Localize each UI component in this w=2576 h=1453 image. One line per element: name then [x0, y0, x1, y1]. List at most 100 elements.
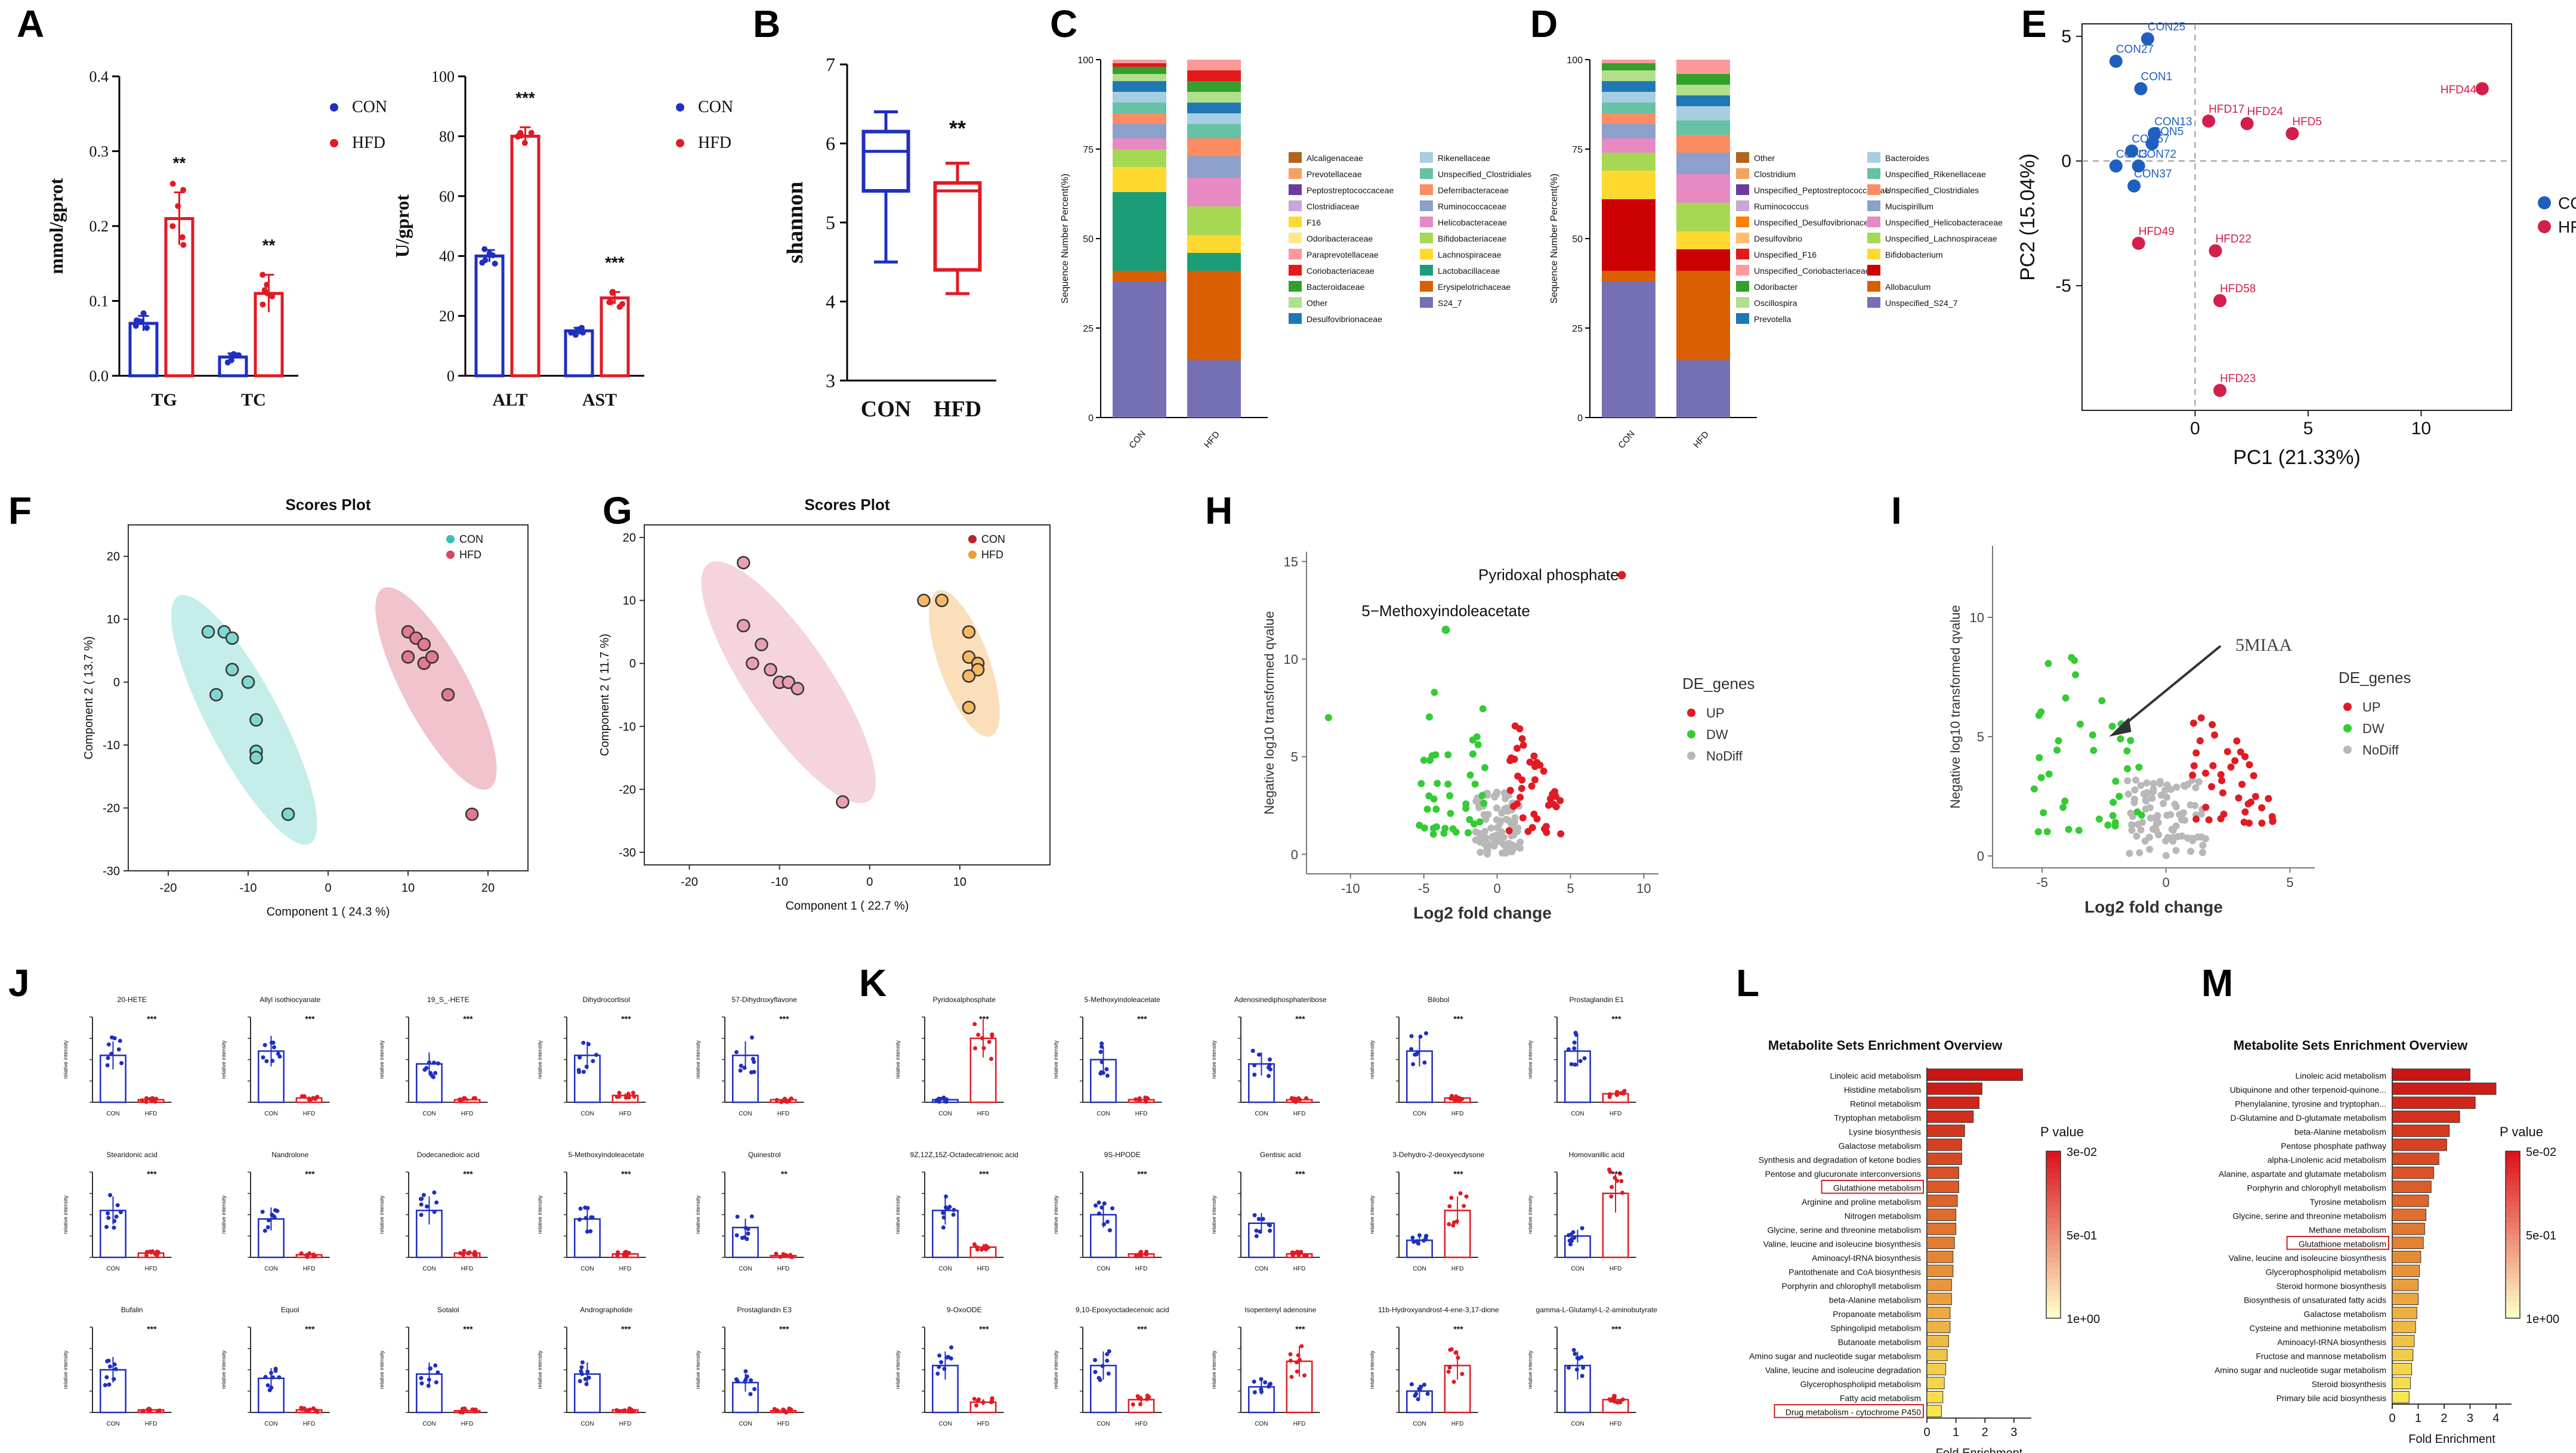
data-point: [236, 352, 242, 358]
mini-data-point: [265, 1383, 270, 1388]
pathway-label: Histidine metabolism: [1844, 1085, 1921, 1095]
enrichment-bar: [1926, 1139, 1962, 1151]
mini-data-point: [1416, 1397, 1420, 1402]
mini-data-point: [306, 1408, 311, 1412]
mini-data-point: [1099, 1059, 1104, 1064]
volcano-point-up: [2245, 761, 2253, 769]
mini-data-point: [1105, 1073, 1110, 1078]
mini-data-point: [734, 1050, 739, 1055]
mini-data-point: [1451, 1223, 1456, 1228]
highlight-box: [1774, 1404, 1924, 1418]
x-category-label: HFD: [145, 1111, 157, 1117]
y-tick-label: -10: [103, 739, 120, 752]
volcano-point-nodiff: [2197, 810, 2205, 818]
volcano-point-up: [2258, 819, 2266, 827]
volcano-point-nodiff: [1475, 830, 1483, 837]
volcano-point-up: [1540, 767, 1548, 775]
volcano-point-nodiff: [1508, 848, 1515, 855]
mini-data-point: [626, 1092, 631, 1096]
enrichment-bar: [1926, 1363, 1947, 1375]
mini-data-point: [1574, 1367, 1579, 1372]
legend-swatch: [1289, 184, 1302, 195]
significance-label: **: [949, 116, 966, 140]
mini-data-point: [1144, 1252, 1149, 1257]
y-tick-label: 4: [826, 291, 835, 313]
mini-data-point: [984, 1247, 989, 1251]
mini-data-point: [1580, 1374, 1584, 1378]
mini-data-point: [584, 1382, 589, 1387]
significance-label: ***: [1453, 1014, 1463, 1024]
volcano-point-nodiff: [1493, 804, 1500, 812]
score-point-HFD: [962, 700, 976, 715]
mini-data-point: [585, 1369, 590, 1374]
volcano-point-dw: [1425, 792, 1433, 800]
pca-point-label: HFD22: [2216, 233, 2251, 245]
colorbar-step: [2506, 1151, 2520, 1158]
mini-data-point: [937, 1353, 942, 1358]
x-category-label: CON: [1097, 1421, 1110, 1427]
mini-data-point: [1138, 1402, 1142, 1406]
pca-point-CON13: [2148, 126, 2161, 140]
legend-label: Odoribacteraceae: [1306, 234, 1373, 243]
colorbar-tick-label: 5e-02: [2526, 1146, 2556, 1159]
stack-segment-HFD: [1187, 92, 1241, 103]
pca-point-label: CON27: [2116, 44, 2154, 56]
volcano-point-dw: [2045, 770, 2053, 778]
enrichment-bar: [1926, 1251, 1954, 1263]
stack-segment-CON: [1602, 113, 1655, 124]
legend-swatch: [1289, 233, 1302, 243]
y-axis-label: relative intensity: [63, 1195, 69, 1234]
stack-segment-CON: [1602, 271, 1655, 282]
volcano-point-nodiff: [2181, 783, 2189, 790]
volcano-point-nodiff: [2160, 800, 2167, 808]
colorbar-step: [2046, 1285, 2061, 1291]
legend-title: DE_genes: [1682, 675, 1755, 693]
legend-label-NoDiff: NoDiff: [2362, 743, 2399, 758]
volcano-point-nodiff: [2130, 799, 2138, 806]
mini-data-point: [1572, 1235, 1577, 1240]
legend-swatch: [1420, 265, 1433, 276]
pathway-label: Synthesis and degradation of ketone bodi…: [1759, 1155, 1921, 1165]
colorbar-step: [2046, 1296, 2061, 1302]
legend-marker-DW: [2343, 724, 2352, 732]
pathway-label: Valine, leucine and isoleucine biosynthe…: [1763, 1239, 1921, 1249]
legend-swatch: [1736, 217, 1749, 227]
x-axis-label: Component 1 ( 22.7 %): [786, 899, 909, 913]
mini-data-point: [745, 1374, 749, 1379]
mini-data-point: [106, 1211, 110, 1216]
mini-data-point: [1608, 1398, 1613, 1403]
mini-plot-title: Allyl isothiocyanate: [260, 996, 320, 1004]
colorbar-step: [2506, 1279, 2520, 1285]
pathway-label: Aminoacyl-tRNA biosynthesis: [2277, 1337, 2386, 1347]
mini-data-point: [424, 1066, 429, 1071]
volcano-point-dw: [1476, 818, 1484, 826]
mini-data-point: [1252, 1072, 1257, 1077]
volcano-point-nodiff: [2194, 833, 2201, 841]
volcano-point-dw: [1466, 815, 1474, 823]
colorbar-step: [2506, 1223, 2520, 1230]
score-point-CON: [241, 675, 255, 689]
mini-data-point: [273, 1208, 277, 1213]
data-point: [490, 252, 496, 259]
score-point-CON: [755, 638, 768, 651]
score-point-CON: [736, 619, 750, 633]
mini-data-point: [1102, 1201, 1107, 1206]
mini-plot-title: Nandrolone: [271, 1151, 308, 1159]
mini-data-point: [1256, 1052, 1261, 1057]
mini-data-point: [781, 1253, 786, 1257]
mini-data-point: [944, 1194, 949, 1199]
plot-title: Scores Plot: [285, 496, 370, 514]
mini-data-point: [1573, 1062, 1577, 1067]
x-category-label: HFD: [777, 1266, 790, 1272]
mini-data-point: [272, 1215, 277, 1220]
pca-point-HFD23: [2213, 384, 2227, 397]
box-HFD: [933, 181, 982, 272]
mini-data-point: [115, 1203, 120, 1208]
pca-point-label: HFD49: [2139, 225, 2175, 238]
x-axis-label: Log2 fold change: [1413, 904, 1552, 922]
pathway-label: Porphyrin and chlorophyll metabolism: [2247, 1183, 2386, 1193]
mini-data-point: [749, 1214, 754, 1219]
mini-data-point: [419, 1213, 424, 1217]
mini-data-point: [973, 1046, 978, 1050]
mini-data-point: [1451, 1380, 1456, 1384]
